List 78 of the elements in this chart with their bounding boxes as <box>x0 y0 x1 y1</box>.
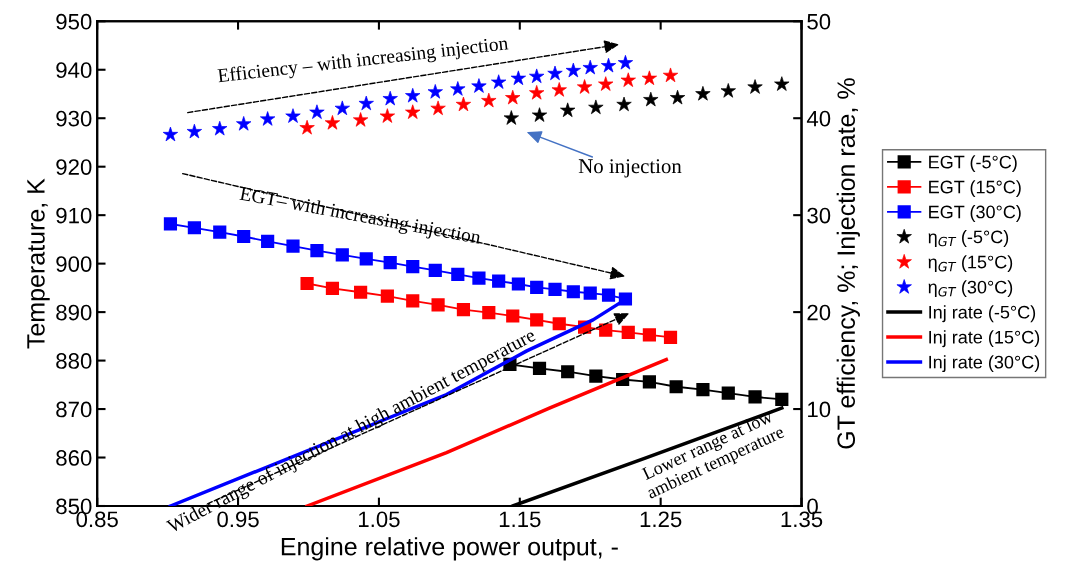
point <box>187 221 201 235</box>
legend-label: Inj rate (-5°C) <box>929 305 1036 323</box>
y2-tick-label: 10 <box>808 401 831 418</box>
y-tick-label: 930 <box>56 110 92 127</box>
point <box>482 306 496 320</box>
point <box>359 252 373 266</box>
y2-tick-label: 30 <box>807 207 831 224</box>
point <box>589 369 603 383</box>
point <box>642 375 656 389</box>
y2-tick-label: 40 <box>806 110 831 127</box>
y-tick-label: 880 <box>56 353 92 369</box>
x-axis-title: Engine relative power output, - <box>281 537 618 561</box>
y-tick-label: 910 <box>56 207 92 224</box>
point <box>310 243 324 258</box>
point <box>511 277 525 291</box>
point <box>431 298 445 312</box>
point <box>300 276 314 291</box>
y2-tick-label: 20 <box>807 304 831 321</box>
point <box>583 286 597 300</box>
point <box>548 282 562 296</box>
point <box>261 234 275 248</box>
point <box>721 386 735 400</box>
point <box>456 303 471 317</box>
legend-label: EGT (15°C) <box>929 180 1021 197</box>
point <box>748 390 762 404</box>
point <box>530 313 544 327</box>
point <box>566 285 580 299</box>
legend-label: η$_{GT}$ (15°C) <box>928 255 1013 272</box>
point <box>601 288 616 302</box>
legend-label: η$_{GT}$ (-5°C) <box>928 230 1009 247</box>
y-axis-title: Temperature, K <box>27 178 50 349</box>
x-tick-label: 1.05 <box>359 511 400 528</box>
y-tick-label: 860 <box>56 450 92 466</box>
point <box>380 289 394 303</box>
y-tick-label: 900 <box>56 256 92 272</box>
point <box>663 330 678 344</box>
point <box>669 380 683 394</box>
x-tick-label: 0.95 <box>217 511 259 528</box>
point <box>335 248 349 262</box>
annotation: Efficiency – with increasing injection <box>217 35 509 87</box>
point <box>406 259 420 274</box>
y-tick-label: 950 <box>56 13 92 30</box>
legend-label: Inj rate (30°C) <box>929 355 1040 373</box>
y2-tick-label: 50 <box>807 13 831 30</box>
point <box>492 274 506 288</box>
point <box>599 323 613 337</box>
y-tick-label: 920 <box>56 159 92 175</box>
annotation: EGT– with increasing injection <box>238 186 482 248</box>
point <box>552 317 566 331</box>
point <box>621 325 635 340</box>
point <box>775 392 789 406</box>
y-tick-label: 870 <box>56 401 92 418</box>
point <box>237 229 251 244</box>
point <box>325 281 340 295</box>
point <box>213 225 227 239</box>
legend-label: EGT (30°C) <box>929 205 1021 222</box>
point <box>163 217 178 231</box>
annotation: No injection <box>578 159 682 178</box>
point <box>406 294 420 308</box>
y2-axis-title: GT efficiency, %; Injection rate, % <box>836 78 860 449</box>
point <box>696 383 710 397</box>
legend-label: EGT (-5°C) <box>929 155 1017 173</box>
x-tick-label: 1.15 <box>499 511 541 528</box>
point <box>428 263 442 278</box>
legend-label: Inj rate (15°C) <box>929 330 1040 348</box>
point <box>642 328 656 342</box>
point <box>506 309 520 323</box>
point <box>561 365 575 379</box>
point <box>451 267 465 281</box>
y-tick-label: 940 <box>56 62 92 79</box>
point <box>354 285 368 299</box>
legend-label: η$_{GT}$ (30°C) <box>928 280 1013 298</box>
point <box>383 256 397 270</box>
point <box>286 239 300 253</box>
point <box>530 280 544 294</box>
point <box>472 271 486 285</box>
x-tick-label: 1.25 <box>640 511 682 528</box>
y-tick-label: 890 <box>56 304 92 321</box>
